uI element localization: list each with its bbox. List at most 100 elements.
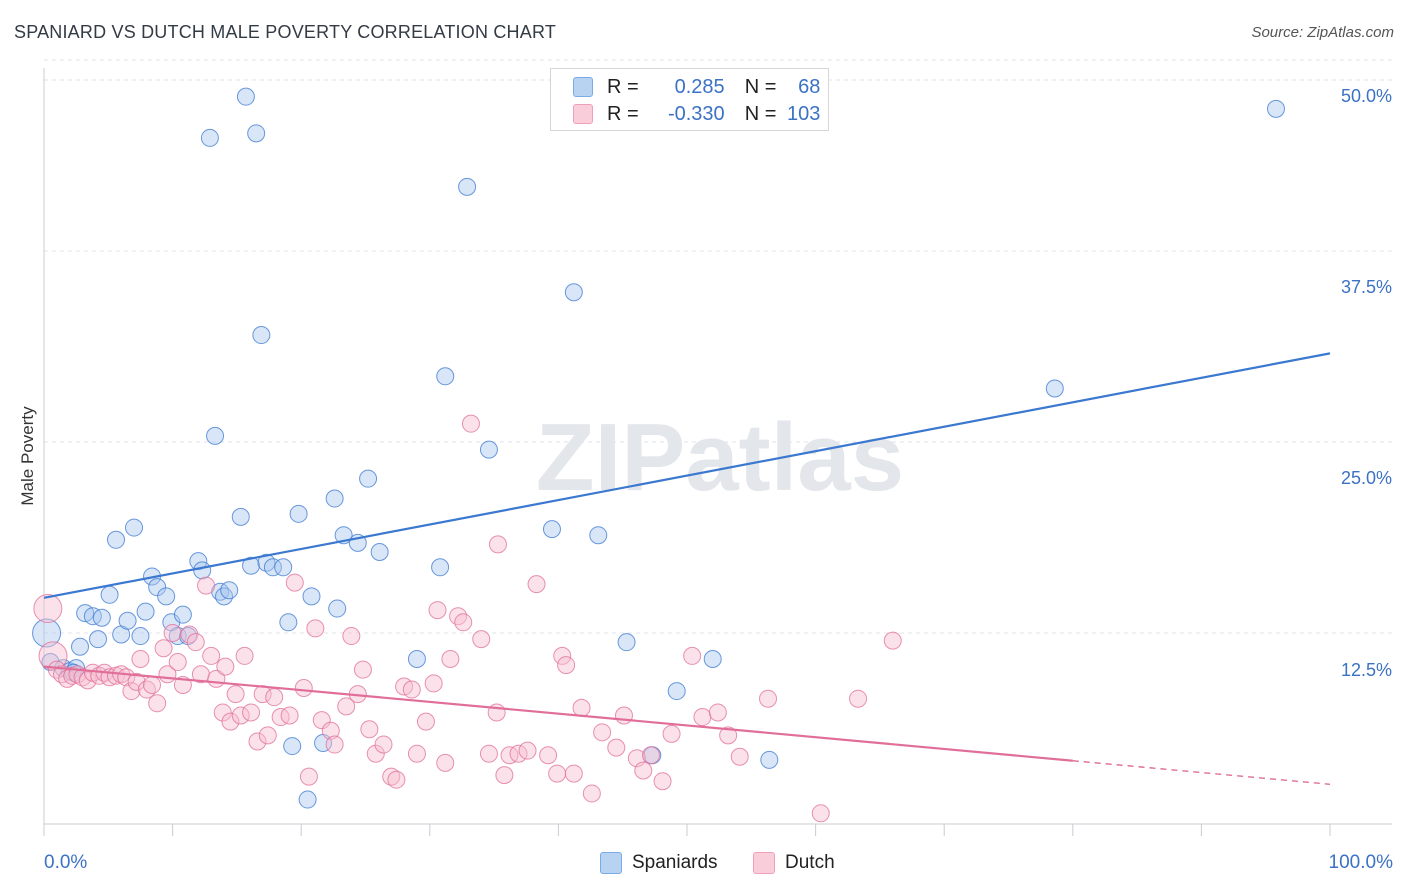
spaniards-point — [89, 630, 108, 649]
spaniards-point — [173, 605, 192, 624]
spaniards-point — [215, 587, 234, 606]
spaniards-point — [274, 558, 293, 577]
dutch-point — [226, 685, 245, 704]
spaniards-point — [542, 520, 561, 539]
dutch-point — [614, 706, 633, 725]
dutch-point — [883, 631, 902, 650]
dutch-point — [337, 697, 356, 716]
dutch-point — [488, 535, 507, 554]
dutch-point — [360, 720, 379, 739]
dutch-points — [33, 414, 902, 823]
spaniards-point — [231, 507, 250, 526]
dutch-point — [424, 674, 443, 693]
dutch-point — [553, 646, 572, 665]
legend-r-label: R = — [607, 75, 639, 98]
spaniards-point — [479, 440, 498, 459]
dutch-point — [564, 764, 583, 783]
spaniards-point — [136, 602, 155, 621]
legend-swatch-dutch — [573, 104, 593, 124]
dutch-point — [472, 630, 491, 649]
dutch-point — [582, 784, 601, 803]
spaniards-point — [32, 618, 62, 648]
dutch-point — [653, 772, 672, 791]
bottom-legend-dutch: Dutch — [753, 852, 835, 874]
spaniards-point — [236, 87, 255, 106]
dutch-point — [163, 624, 182, 642]
y-axis-label: Male Poverty — [18, 406, 37, 506]
dutch-point — [461, 414, 480, 433]
dutch-point — [593, 723, 612, 742]
legend-n-value: 103 — [787, 102, 821, 125]
spaniards-point — [370, 543, 389, 562]
bottom-legend-label: Dutch — [785, 852, 835, 873]
spaniards-point — [189, 552, 208, 571]
spaniards-point — [431, 558, 450, 577]
dutch-point — [235, 646, 254, 665]
dutch-point — [382, 767, 401, 786]
dutch-point — [449, 607, 468, 626]
dutch-point — [441, 649, 460, 668]
dutch-point — [148, 694, 167, 713]
spaniards-trend-line — [43, 352, 1331, 599]
dutch-point — [231, 706, 250, 725]
dutch-point — [321, 721, 340, 740]
dutch-point — [197, 576, 216, 595]
y-tick-label: 50.0% — [1340, 86, 1392, 106]
dutch-point — [500, 746, 519, 765]
spaniards-point — [289, 504, 308, 523]
dutch-point — [38, 641, 68, 671]
dutch-point — [634, 761, 653, 780]
spaniards-point — [325, 489, 344, 508]
dutch-point — [131, 649, 150, 668]
spaniards-point — [247, 124, 266, 143]
dutch-point — [168, 653, 187, 672]
dutch-trend-line — [43, 665, 1073, 762]
legend-r-label: R = — [607, 102, 639, 125]
dutch-point — [213, 703, 232, 722]
legend-swatch-spaniards — [573, 77, 593, 97]
legend-n-value: 68 — [798, 75, 821, 98]
x-tick-label-max: 100.0% — [1328, 852, 1393, 873]
dutch-point — [407, 744, 426, 763]
spaniards-point — [617, 633, 636, 652]
spaniards-point — [131, 627, 150, 646]
dutch-point — [374, 735, 393, 754]
x-tick-label-min: 0.0% — [44, 852, 88, 873]
spaniards-point — [407, 649, 426, 668]
spaniards-point — [200, 128, 219, 147]
spaniards-point — [760, 750, 779, 769]
spaniards-point — [100, 585, 119, 604]
spaniards-point — [83, 607, 102, 626]
dutch-point — [518, 741, 537, 760]
dutch-point — [662, 724, 681, 743]
correlation-legend: R = 0.285 N = 68 R = -0.330 N = 103 — [550, 68, 829, 131]
dutch-point — [280, 706, 299, 725]
spaniards-point — [298, 790, 317, 809]
y-tick-label: 37.5% — [1340, 277, 1392, 297]
dutch-point — [186, 633, 205, 652]
spaniards-point — [220, 581, 239, 600]
spaniards-points — [32, 87, 1285, 809]
dutch-point — [58, 669, 77, 688]
dutch-point — [402, 680, 421, 699]
spaniards-point — [359, 469, 378, 488]
dutch-point — [527, 575, 546, 594]
dutch-point — [180, 625, 199, 644]
chart-title: SPANIARD VS DUTCH MALE POVERTY CORRELATI… — [14, 22, 557, 42]
spaniards-point — [328, 599, 347, 618]
spaniards-point — [118, 611, 137, 630]
dutch-point — [122, 682, 141, 701]
spaniards-point — [1045, 379, 1064, 398]
spaniards-point — [564, 283, 583, 302]
dutch-point — [306, 619, 325, 638]
dutch-point — [294, 679, 313, 698]
spaniards-point — [125, 518, 144, 537]
dutch-trend-line-extension — [1072, 760, 1331, 785]
dutch-point — [683, 646, 702, 665]
dutch-point — [416, 712, 435, 731]
dutch-point — [216, 657, 235, 676]
dutch-point — [539, 746, 558, 765]
dutch-point — [454, 613, 473, 632]
spaniards-point — [458, 177, 477, 196]
spaniards-point — [71, 637, 90, 656]
